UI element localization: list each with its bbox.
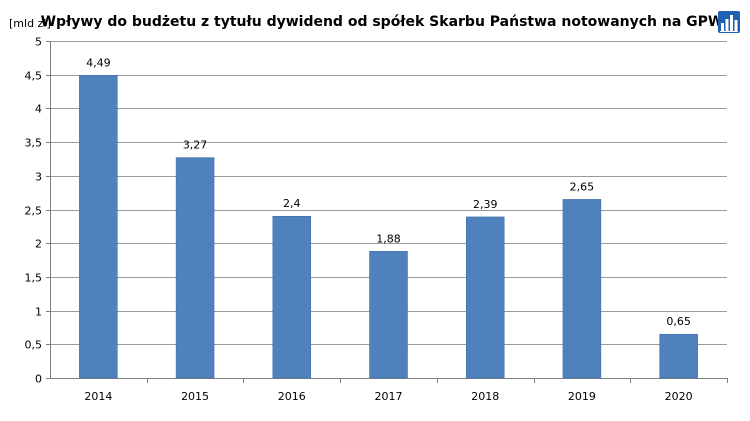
data-label-2015: 3,27 xyxy=(183,139,208,152)
x-axis-ticks: 2014 2015 2016 2017 2018 2019 2020 xyxy=(84,390,692,403)
x-tick-label: 2019 xyxy=(568,390,596,403)
y-tick-label: 3,5 xyxy=(25,137,43,150)
bar-chart-logo-icon xyxy=(718,11,740,33)
y-tick-label: 4 xyxy=(35,103,42,116)
y-tick-label: 1 xyxy=(35,306,42,319)
x-tick-label: 2014 xyxy=(84,390,112,403)
data-label-2019: 2,65 xyxy=(570,180,595,193)
data-label-2017: 1,88 xyxy=(376,232,401,245)
y-tick-label: 2,5 xyxy=(25,205,43,218)
bar-2019 xyxy=(562,199,602,379)
data-labels: 4,49 3,27 2,4 1,88 2,39 2,65 0,65 xyxy=(86,56,691,328)
x-tick-label: 2016 xyxy=(278,390,306,403)
y-axis-unit-label: [mld zł] xyxy=(9,17,51,30)
y-tick-label: 1,5 xyxy=(25,272,43,285)
y-tick-label: 0,5 xyxy=(25,339,43,352)
y-tick-label: 4,5 xyxy=(25,70,43,83)
bar-2018 xyxy=(465,216,505,379)
y-tick-label: 0 xyxy=(35,373,42,386)
chart-title: Wpływy do budżetu z tytułu dywidend od s… xyxy=(41,14,724,30)
bars xyxy=(79,75,698,379)
bar-2014 xyxy=(79,75,118,379)
x-tick-label: 2015 xyxy=(181,390,209,403)
y-axis-ticks: 0 0,5 1 1,5 2 2,5 3 3,5 4 4,5 5 xyxy=(25,36,43,386)
y-tick-label: 5 xyxy=(35,36,42,49)
data-label-2018: 2,39 xyxy=(473,198,498,211)
bar-2017 xyxy=(369,251,408,379)
x-tick-label: 2018 xyxy=(471,390,499,403)
x-tick-label: 2020 xyxy=(665,390,693,403)
bar-2020 xyxy=(659,333,698,379)
bar-2015 xyxy=(175,157,215,379)
data-label-2014: 4,49 xyxy=(86,56,111,69)
grid-lines xyxy=(46,41,728,383)
data-label-2020: 0,65 xyxy=(666,315,691,328)
bar-2016 xyxy=(272,215,312,379)
y-tick-label: 2 xyxy=(35,238,42,251)
y-tick-label: 3 xyxy=(35,171,42,184)
data-label-2016: 2,4 xyxy=(283,197,301,210)
x-tick-label: 2017 xyxy=(375,390,403,403)
